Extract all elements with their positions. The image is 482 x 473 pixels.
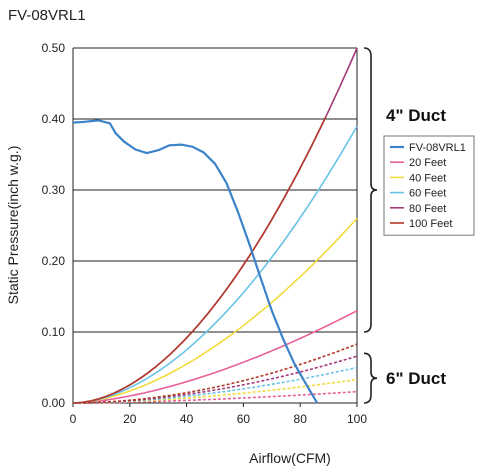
legend-entry: 80 Feet bbox=[409, 203, 446, 215]
x-tick-label: 100 bbox=[347, 412, 367, 426]
legend-box bbox=[383, 135, 475, 236]
y-tick-label: 0.20 bbox=[42, 254, 66, 268]
duct-brackets: 4" Duct 6" Duct bbox=[363, 47, 446, 404]
y-tick-label: 0.40 bbox=[42, 112, 66, 126]
duct-label: 6" Duct bbox=[386, 369, 446, 388]
x-axis-label: Airflow(CFM) bbox=[249, 450, 331, 466]
series-line-60-feet bbox=[72, 125, 358, 404]
series-line-40-feet bbox=[72, 217, 358, 404]
x-tick-label: 40 bbox=[180, 412, 194, 426]
series-line-80-feet bbox=[72, 47, 358, 404]
x-tick-label: 0 bbox=[70, 412, 77, 426]
grid-lines bbox=[72, 47, 358, 404]
series-line-6in-100 bbox=[73, 343, 358, 404]
legend-entry: 60 Feet bbox=[409, 188, 446, 200]
legend-entry: 40 Feet bbox=[409, 172, 446, 184]
x-tick-label: 80 bbox=[294, 412, 308, 426]
legend-entry: FV-08VRL1 bbox=[409, 142, 466, 154]
y-tick-label: 0.30 bbox=[42, 183, 66, 197]
duct-label: 4" Duct bbox=[386, 106, 446, 125]
x-tick-label: 20 bbox=[123, 412, 137, 426]
legend-entry: 100 Feet bbox=[409, 218, 452, 230]
y-tick-label: 0.10 bbox=[42, 325, 66, 339]
bracket-0 bbox=[363, 47, 378, 333]
legend: FV-08VRL1 20 Feet 40 Feet 60 Feet 80 Feet 100… bbox=[383, 135, 475, 236]
x-tick-label: 60 bbox=[237, 412, 251, 426]
legend-entry: 20 Feet bbox=[409, 157, 446, 169]
y-tick-labels: 0.00 0.10 0.20 0.30 0.40 0.50 bbox=[42, 41, 66, 410]
series-line-20-feet bbox=[72, 309, 358, 404]
plot-area bbox=[72, 47, 358, 404]
y-tick-label: 0.50 bbox=[42, 41, 66, 55]
bracket-1 bbox=[363, 352, 378, 404]
x-tick-labels: 0 20 40 60 80 100 bbox=[70, 403, 367, 426]
y-tick-label: 0.00 bbox=[42, 396, 66, 410]
chart-title: FV-08VRL1 bbox=[8, 7, 86, 24]
y-axis-label: Static Pressure(inch w.g.) bbox=[5, 146, 21, 305]
fan-curve-line bbox=[72, 119, 319, 404]
series-line-100-feet bbox=[72, 116, 327, 404]
